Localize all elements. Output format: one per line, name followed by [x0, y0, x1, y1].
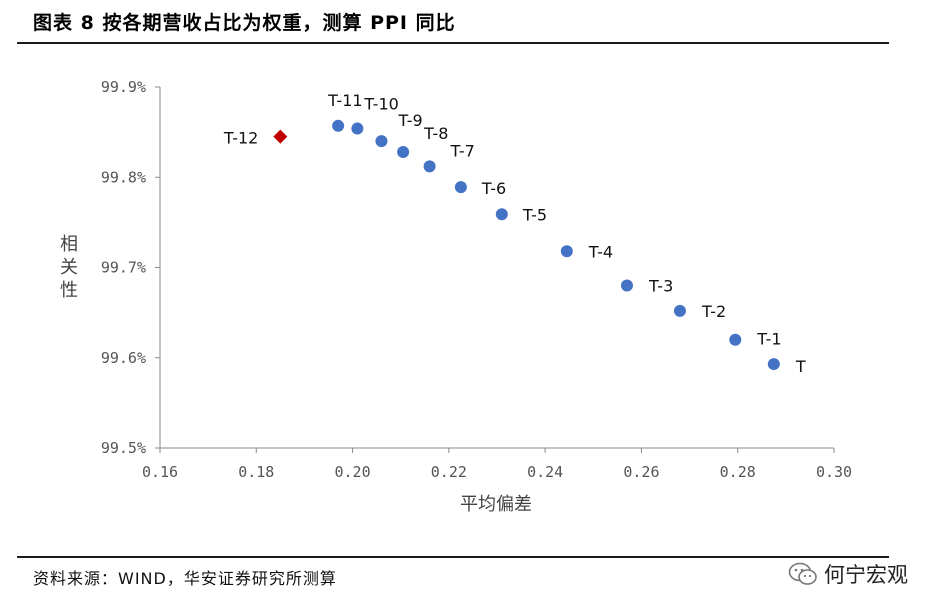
y-axis: 99.5% 99.6% 99.7% 99.8% 99.9% — [101, 78, 161, 457]
y-tick-label: 99.5% — [101, 439, 146, 457]
y-axis-title: 相关性 — [60, 234, 78, 301]
x-axis-title: 平均偏差 — [460, 494, 532, 515]
x-tick-label: 0.18 — [238, 463, 274, 481]
x-tick-label: 0.26 — [623, 463, 659, 481]
watermark: 何宁宏观 — [788, 559, 908, 589]
point-label-t-10: T-10 — [363, 95, 398, 114]
point-t-8 — [397, 145, 410, 158]
x-tick-label: 0.30 — [816, 463, 852, 481]
point-label-t-1: T-1 — [756, 330, 781, 349]
y-tick-label: 99.6% — [101, 349, 146, 367]
point-t-12 — [273, 129, 288, 144]
x-tick-label: 0.20 — [335, 463, 371, 481]
figure-title: 图表 8 按各期营收占比为权重，测算 PPI 同比 — [33, 12, 456, 34]
scatter-chart: 99.5%99.6%99.7%99.8%99.9% 0.16 0.18 0.20 0.… — [60, 78, 852, 515]
y-tick-label: 99.8% — [101, 168, 146, 186]
point-label-t-6: T-6 — [481, 179, 506, 198]
x-axis: 0.16 0.18 0.20 0.22 0.24 0.26 0.28 0.30 — [142, 447, 852, 481]
point-label-t: T — [795, 357, 806, 376]
point-t-5 — [495, 208, 508, 221]
x-tick-label: 0.24 — [527, 463, 563, 481]
y-tick-label: 99.7% — [101, 259, 146, 277]
point-t-6 — [454, 181, 467, 194]
x-tick-label: 0.28 — [720, 463, 756, 481]
point-label-t-11: T-11 — [327, 91, 362, 110]
point-label-t-7: T-7 — [450, 141, 475, 160]
point-t-10 — [351, 122, 364, 135]
point-t-11 — [332, 119, 345, 132]
x-tick-label: 0.16 — [142, 463, 178, 481]
top-rule — [17, 42, 889, 44]
source-note: 资料来源：WIND，华安证券研究所测算 — [33, 569, 337, 588]
point-label-t-5: T-5 — [522, 205, 547, 224]
y-tick-label: 99.9% — [101, 78, 146, 96]
point-t-9 — [375, 135, 388, 148]
data-points: T-12 T-11 T-10T-9T-8T-7 T-6 T-5 T-4 T-3 T-2 T-1 T — [223, 91, 806, 376]
wechat-icon — [788, 562, 817, 585]
point-label-t-4: T-4 — [588, 242, 613, 261]
point-label-t-12: T-12 — [223, 129, 258, 148]
point-t — [767, 358, 780, 371]
point-label-t-2: T-2 — [701, 302, 726, 321]
point-t-3 — [620, 279, 633, 292]
point-label-t-8: T-8 — [423, 124, 448, 143]
watermark-text: 何宁宏观 — [824, 563, 908, 587]
point-t-1 — [729, 333, 742, 346]
x-tick-label: 0.22 — [431, 463, 467, 481]
point-label-t-9: T-9 — [397, 111, 422, 130]
point-label-t-3: T-3 — [648, 277, 673, 296]
bottom-rule — [17, 556, 889, 558]
point-t-2 — [673, 304, 686, 317]
point-t-4 — [560, 245, 573, 258]
point-t-7 — [423, 160, 436, 173]
